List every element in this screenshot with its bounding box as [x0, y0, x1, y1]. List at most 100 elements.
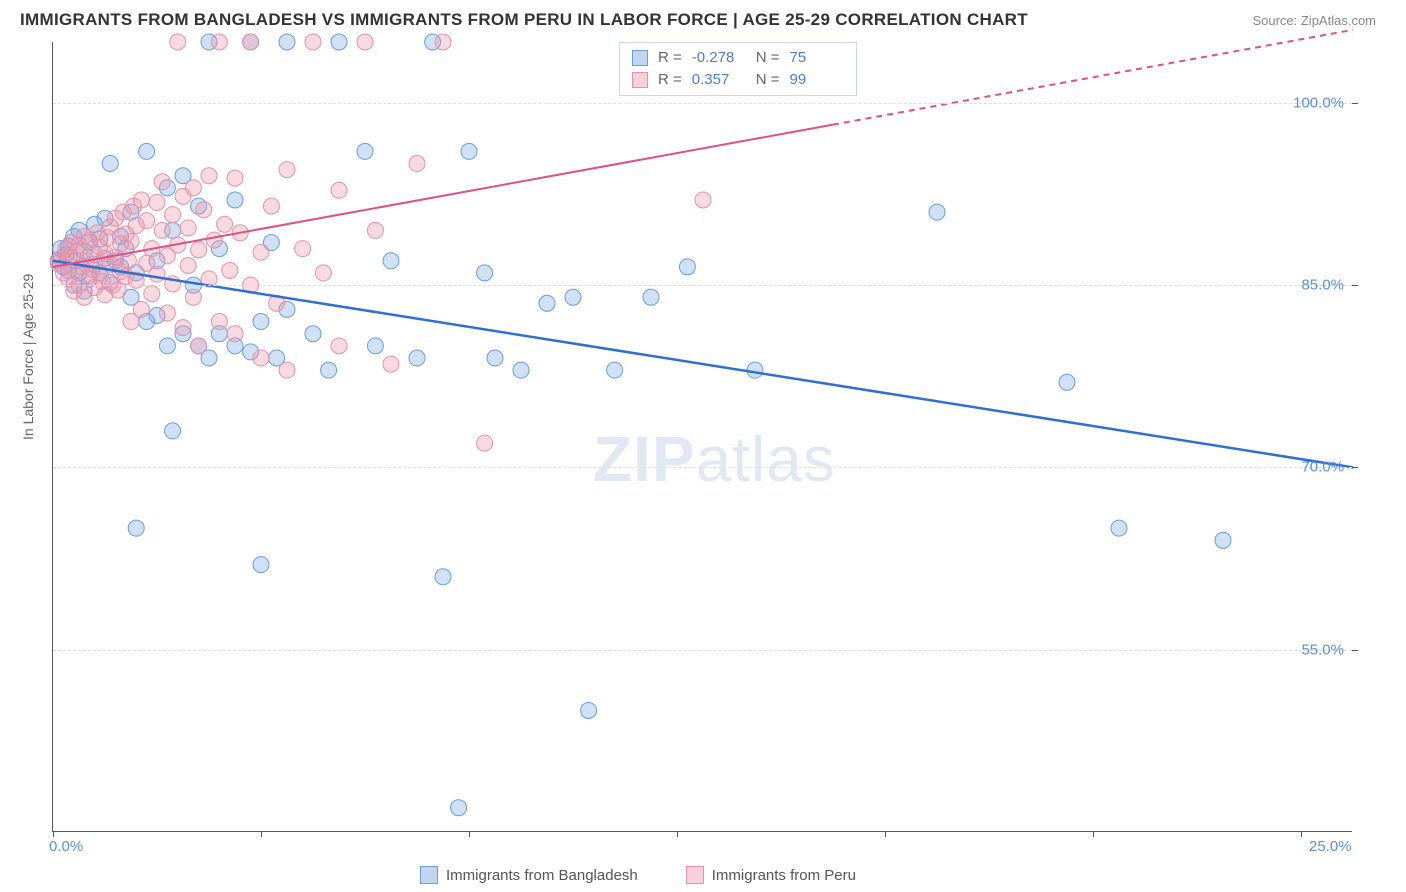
scatter-point-peru: [279, 162, 295, 178]
scatter-point-peru: [253, 350, 269, 366]
x-tick-mark: [261, 831, 262, 837]
scatter-point-bangladesh: [409, 350, 425, 366]
x-tick-label: 0.0%: [49, 838, 83, 855]
gridline: [53, 650, 1352, 651]
scatter-point-peru: [477, 435, 493, 451]
swatch-bangladesh-icon: [632, 50, 648, 66]
scatter-point-bangladesh: [165, 423, 181, 439]
scatter-point-bangladesh: [487, 350, 503, 366]
scatter-point-bangladesh: [643, 289, 659, 305]
legend-item-peru: Immigrants from Peru: [686, 866, 856, 884]
scatter-point-peru: [435, 34, 451, 50]
swatch-peru-icon: [632, 72, 648, 88]
scatter-point-bangladesh: [253, 314, 269, 330]
n-value-peru: 99: [790, 69, 844, 91]
x-tick-mark: [677, 831, 678, 837]
series-legend: Immigrants from Bangladesh Immigrants fr…: [420, 866, 856, 884]
x-tick-mark: [53, 831, 54, 837]
scatter-point-peru: [227, 170, 243, 186]
scatter-point-peru: [409, 156, 425, 172]
scatter-point-peru: [159, 305, 175, 321]
scatter-point-peru: [149, 266, 165, 282]
scatter-point-peru: [191, 242, 207, 258]
scatter-point-peru: [217, 216, 233, 232]
swatch-bangladesh-icon: [420, 866, 438, 884]
scatter-point-peru: [253, 244, 269, 260]
scatter-point-peru: [175, 320, 191, 336]
scatter-point-peru: [305, 34, 321, 50]
scatter-point-peru: [149, 194, 165, 210]
scatter-point-peru: [185, 180, 201, 196]
scatter-point-peru: [133, 301, 149, 317]
x-tick-mark: [1301, 831, 1302, 837]
chart-title: IMMIGRANTS FROM BANGLADESH VS IMMIGRANTS…: [20, 10, 1028, 30]
scatter-point-peru: [201, 168, 217, 184]
scatter-svg: [53, 42, 1352, 831]
scatter-point-peru: [180, 258, 196, 274]
scatter-point-bangladesh: [367, 338, 383, 354]
scatter-point-peru: [263, 198, 279, 214]
scatter-point-bangladesh: [305, 326, 321, 342]
title-bar: IMMIGRANTS FROM BANGLADESH VS IMMIGRANTS…: [0, 0, 1406, 38]
correlation-row-peru: R = 0.357 N = 99: [632, 69, 844, 91]
scatter-point-peru: [211, 314, 227, 330]
scatter-point-bangladesh: [1215, 532, 1231, 548]
y-tick-label: 70.0%: [1301, 459, 1344, 476]
scatter-point-peru: [383, 356, 399, 372]
scatter-point-peru: [222, 262, 238, 278]
trend-line-bangladesh: [53, 261, 1353, 468]
scatter-point-bangladesh: [607, 362, 623, 378]
gridline: [53, 103, 1352, 104]
legend-item-bangladesh: Immigrants from Bangladesh: [420, 866, 638, 884]
x-tick-mark: [885, 831, 886, 837]
scatter-point-peru: [191, 338, 207, 354]
source-attribution: Source: ZipAtlas.com: [1252, 13, 1376, 28]
scatter-point-peru: [357, 34, 373, 50]
scatter-point-peru: [243, 34, 259, 50]
scatter-point-peru: [133, 192, 149, 208]
scatter-point-peru: [227, 326, 243, 342]
r-label: R =: [658, 47, 682, 69]
scatter-point-peru: [180, 220, 196, 236]
r-value-peru: 0.357: [692, 69, 746, 91]
scatter-point-bangladesh: [513, 362, 529, 378]
scatter-point-bangladesh: [581, 702, 597, 718]
scatter-point-bangladesh: [477, 265, 493, 281]
scatter-point-bangladesh: [565, 289, 581, 305]
scatter-point-bangladesh: [321, 362, 337, 378]
scatter-point-bangladesh: [331, 34, 347, 50]
scatter-point-bangladesh: [1059, 374, 1075, 390]
y-tick-label: 85.0%: [1301, 277, 1344, 294]
scatter-point-peru: [367, 222, 383, 238]
scatter-point-peru: [120, 253, 136, 269]
scatter-point-bangladesh: [461, 143, 477, 159]
scatter-point-peru: [185, 289, 201, 305]
scatter-point-bangladesh: [227, 192, 243, 208]
scatter-point-peru: [331, 338, 347, 354]
scatter-point-bangladesh: [383, 253, 399, 269]
legend-label-bangladesh: Immigrants from Bangladesh: [446, 867, 638, 884]
scatter-point-bangladesh: [102, 156, 118, 172]
x-tick-label: 25.0%: [1309, 838, 1352, 855]
scatter-point-bangladesh: [747, 362, 763, 378]
y-tick-mark: [1352, 285, 1358, 286]
scatter-point-peru: [206, 232, 222, 248]
scatter-point-bangladesh: [253, 557, 269, 573]
chart-plot-area: R = -0.278 N = 75 R = 0.357 N = 99 ZIPat…: [52, 42, 1352, 832]
scatter-point-bangladesh: [929, 204, 945, 220]
scatter-point-bangladesh: [128, 520, 144, 536]
scatter-point-bangladesh: [679, 259, 695, 275]
scatter-point-peru: [144, 286, 160, 302]
n-label: N =: [756, 47, 780, 69]
scatter-point-bangladesh: [451, 800, 467, 816]
trend-line-dashed-peru: [833, 30, 1353, 125]
r-label: R =: [658, 69, 682, 91]
x-tick-mark: [1093, 831, 1094, 837]
scatter-point-peru: [165, 207, 181, 223]
y-tick-mark: [1352, 103, 1358, 104]
n-label: N =: [756, 69, 780, 91]
y-axis-label: In Labor Force | Age 25-29: [20, 274, 36, 440]
scatter-point-peru: [139, 213, 155, 229]
correlation-row-bangladesh: R = -0.278 N = 75: [632, 47, 844, 69]
scatter-point-peru: [695, 192, 711, 208]
